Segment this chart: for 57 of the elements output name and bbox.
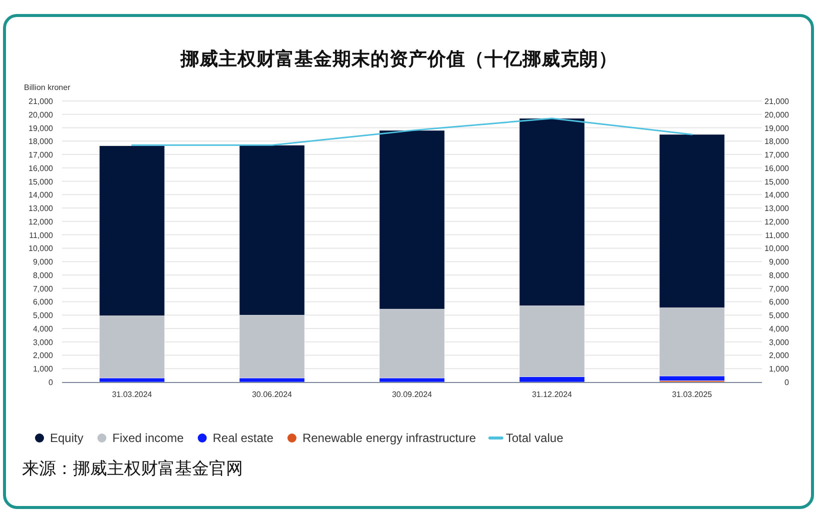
y-tick-label: 17,000	[28, 150, 54, 160]
y-tick-label: 6,000	[32, 298, 54, 307]
x-tick-label: 31.12.2024	[532, 390, 573, 399]
y-tick-label: 21,000	[28, 97, 54, 106]
y2-tick-label: 2,000	[768, 351, 790, 360]
y2-tick-label: 11,000	[765, 230, 790, 240]
y2-tick-label: 4,000	[768, 324, 790, 334]
y2-tick-label: 0	[784, 378, 790, 387]
x-tick-label: 30.09.2024	[392, 390, 433, 399]
y2-tick-label: 9,000	[768, 258, 790, 267]
chart-title: 挪威主权财富基金期末的资产价值（十亿挪威克朗）	[180, 48, 618, 69]
y2-tick-label: 12,000	[764, 217, 790, 226]
y2-tick-label: 1,000	[768, 364, 790, 374]
y2-tick-label: 21,000	[764, 97, 790, 106]
y-tick-label: 7,000	[32, 284, 54, 294]
y2-tick-label: 6,000	[768, 298, 790, 307]
y-tick-label: 14,000	[28, 190, 54, 200]
y-tick-label: 4,000	[32, 324, 54, 334]
x-tick-label: 30.06.2024	[252, 390, 293, 399]
y-tick-label: 0	[48, 378, 54, 387]
y-tick-label: 10,000	[28, 244, 54, 254]
y2-tick-label: 3,000	[768, 338, 790, 347]
y-tick-label: 18,000	[28, 137, 54, 146]
legend-label: Renewable energy infrastructure	[302, 431, 476, 445]
y-tick-label: 16,000	[28, 164, 54, 173]
y-axis-title: Billion kroner	[24, 83, 71, 92]
y2-tick-label: 7,000	[768, 284, 790, 294]
y-tick-label: 3,000	[32, 338, 54, 347]
y-tick-label: 1,000	[32, 364, 54, 374]
y-tick-label: 13,000	[28, 204, 54, 214]
y-tick-label: 8,000	[32, 270, 54, 280]
y2-tick-label: 16,000	[764, 164, 790, 173]
y2-tick-label: 14,000	[764, 190, 790, 200]
x-tick-label: 31.03.2024	[112, 390, 153, 399]
y-tick-label: 12,000	[28, 217, 54, 226]
y2-tick-label: 19,000	[764, 124, 790, 133]
legend-label: Total value	[506, 431, 564, 445]
legend-label: Real estate	[212, 431, 274, 445]
y-tick-label: 5,000	[32, 311, 54, 320]
y-tick-label: 2,000	[32, 351, 54, 360]
y2-tick-label: 18,000	[764, 137, 790, 146]
y2-tick-label: 13,000	[764, 204, 790, 214]
legend-label: Fixed income	[112, 431, 184, 445]
x-tick-label: 31.03.2025	[672, 390, 713, 399]
y2-tick-label: 17,000	[764, 150, 790, 160]
y-tick-label: 11,000	[29, 230, 54, 240]
y-tick-label: 20,000	[28, 110, 54, 120]
y2-tick-label: 10,000	[764, 244, 790, 254]
y2-tick-label: 8,000	[768, 270, 790, 280]
source-note: 来源：挪威主权财富基金官网	[22, 459, 243, 478]
y2-tick-label: 15,000	[764, 177, 790, 186]
y2-tick-label: 20,000	[764, 110, 790, 120]
y-tick-label: 9,000	[32, 258, 54, 267]
legend-label: Equity	[50, 431, 84, 445]
y2-tick-label: 5,000	[768, 311, 790, 320]
y-tick-label: 19,000	[28, 124, 54, 133]
y-tick-label: 15,000	[28, 177, 54, 186]
